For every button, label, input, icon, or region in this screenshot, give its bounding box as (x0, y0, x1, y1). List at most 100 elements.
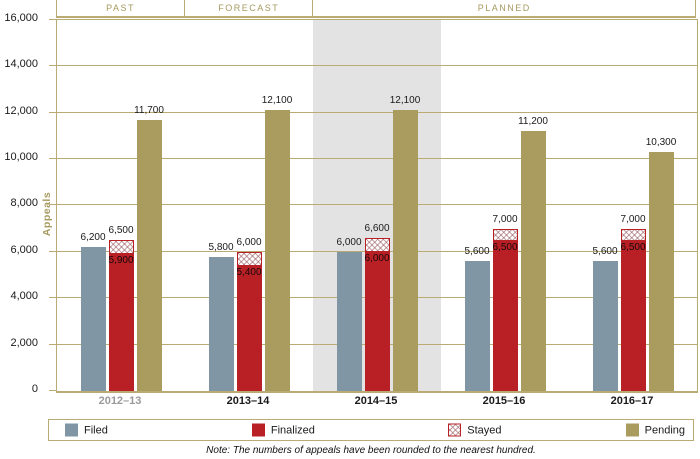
bar-filed: 5,600 (592, 246, 618, 391)
finalized-segment (492, 241, 518, 391)
legend-swatch-pending (625, 423, 639, 437)
value-label-stack-total: 6,600 (364, 223, 390, 234)
y-tick-mark (49, 65, 56, 66)
finalized-segment (108, 254, 134, 391)
gridline (57, 204, 697, 205)
y-tick-label: 6,000 (10, 244, 38, 256)
legend-swatch-filed (65, 423, 78, 437)
bar-groups: 6,200 6,500 5,900 11,700 5,800 6,000 5,400 12,1… (57, 20, 697, 391)
value-label-stack-total: 7,000 (492, 214, 518, 225)
legend-label: Pending (644, 424, 685, 436)
bar-pending: 10,300 (646, 137, 676, 391)
y-tick-label: 4,000 (10, 290, 38, 302)
section-planned: PLANNED (313, 0, 696, 16)
legend-label: Filed (84, 424, 108, 436)
y-tick-label: 8,000 (10, 197, 38, 209)
legend-item-finalized: Finalized (251, 423, 315, 437)
bar-pending: 12,100 (390, 95, 420, 391)
finalized-segment (364, 252, 390, 391)
value-label-finalized: 6,500 (620, 242, 646, 253)
bar-finalized-stayed: 7,000 6,500 (620, 214, 646, 391)
bar-pending: 11,200 (518, 116, 548, 391)
plot-area: 6,200 6,500 5,900 11,700 5,800 6,000 5,400 12,1… (56, 19, 698, 393)
bar-finalized-stayed: 6,500 5,900 (108, 225, 134, 391)
y-tick-mark (49, 390, 56, 391)
bar-pending: 12,100 (262, 95, 292, 391)
legend-label: Stayed (467, 424, 502, 436)
gridline (57, 158, 697, 159)
value-label-filed: 5,800 (208, 242, 234, 253)
x-axis-label: 2016–17 (610, 395, 654, 407)
value-label-filed: 5,600 (464, 246, 490, 257)
value-label-finalized: 5,900 (108, 255, 134, 266)
value-label-pending: 12,100 (261, 95, 293, 106)
finalized-segment (236, 266, 262, 391)
y-tick-label: 16,000 (4, 12, 38, 24)
value-label-filed: 6,200 (80, 232, 106, 243)
stayed-segment (236, 252, 262, 266)
x-axis-label: 2014–15 (354, 395, 398, 407)
x-axis-label: 2015–16 (482, 395, 526, 407)
x-axis-labels: 2012–13 2013–14 2014–15 2015–16 2016–17 (56, 395, 696, 407)
year-group-3: 5,600 7,000 6,500 11,200 (441, 20, 569, 391)
bar-pending: 11,700 (134, 105, 164, 391)
value-label-filed: 6,000 (336, 237, 362, 248)
gridline (57, 65, 697, 66)
year-group-1: 5,800 6,000 5,400 12,100 (185, 20, 313, 391)
y-tick-mark (49, 251, 56, 252)
year-group-2: 6,000 6,600 6,000 12,100 (313, 20, 441, 391)
legend-swatch-finalized (251, 423, 265, 437)
value-label-stack-total: 6,000 (236, 237, 262, 248)
legend-label: Finalized (270, 424, 315, 436)
y-tick-mark (49, 204, 56, 205)
legend: Filed Finalized Stayed Pending (48, 419, 694, 441)
x-axis-label: 2012–13 (98, 395, 142, 407)
note-text: Note: The numbers of appeals have been r… (206, 445, 536, 456)
value-label-finalized: 6,000 (364, 253, 390, 264)
y-tick-mark (49, 297, 56, 298)
legend-item-filed: Filed (65, 423, 108, 437)
value-label-stack-total: 6,500 (108, 225, 134, 236)
value-label-pending: 11,200 (518, 116, 548, 127)
stayed-segment (492, 229, 518, 241)
bar-filed: 5,800 (208, 242, 234, 391)
y-tick-mark (49, 112, 56, 113)
stayed-segment (364, 238, 390, 252)
bar-filed: 5,600 (464, 246, 490, 391)
value-label-pending: 12,100 (389, 95, 421, 106)
bar-finalized-stayed: 7,000 6,500 (492, 214, 518, 391)
timeline-header: PAST FORECAST PLANNED (56, 0, 696, 18)
y-tick-label: 10,000 (4, 151, 38, 163)
bar-filed: 6,000 (336, 237, 362, 391)
legend-item-stayed: Stayed (448, 423, 502, 437)
y-tick-label: 2,000 (10, 337, 38, 349)
value-label-stack-total: 7,000 (620, 214, 646, 225)
section-forecast: FORECAST (185, 0, 314, 16)
value-label-pending: 11,700 (134, 105, 164, 116)
finalized-segment (620, 241, 646, 391)
gridline (57, 112, 697, 113)
y-axis-title: Appeals (41, 191, 54, 237)
stayed-segment (108, 240, 134, 254)
value-label-filed: 5,600 (592, 246, 618, 257)
section-past: PAST (56, 0, 186, 16)
year-group-0: 6,200 6,500 5,900 11,700 (57, 20, 185, 391)
y-tick-label: 12,000 (4, 105, 38, 117)
year-group-4: 5,600 7,000 6,500 10,300 (569, 20, 697, 391)
legend-swatch-stayed (448, 423, 462, 437)
value-label-finalized: 6,500 (492, 242, 518, 253)
value-label-pending: 10,300 (645, 137, 677, 148)
legend-item-pending: Pending (625, 423, 685, 437)
y-tick-label: 14,000 (4, 58, 38, 70)
value-label-finalized: 5,400 (236, 267, 262, 278)
y-tick-mark (49, 19, 56, 20)
y-tick-mark (49, 158, 56, 159)
bar-finalized-stayed: 6,600 6,000 (364, 223, 390, 391)
y-tick-label: 0 (31, 383, 38, 395)
stayed-segment (620, 229, 646, 241)
y-tick-mark (49, 344, 56, 345)
bar-filed: 6,200 (80, 232, 106, 391)
x-axis-label: 2013–14 (226, 395, 270, 407)
bar-finalized-stayed: 6,000 5,400 (236, 237, 262, 391)
